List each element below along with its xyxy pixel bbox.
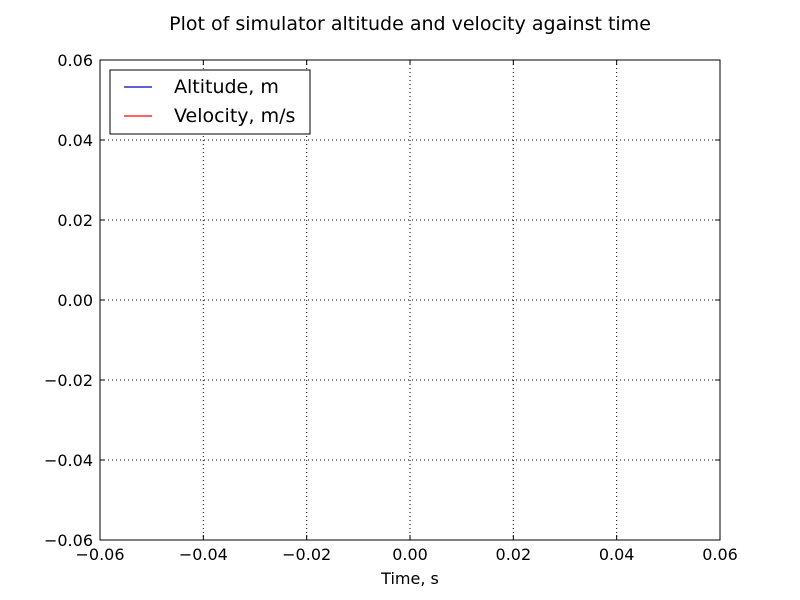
chart-title: Plot of simulator altitude and velocity … — [169, 13, 651, 35]
y-tick-label: 0.02 — [57, 211, 93, 230]
x-tick-label: −0.06 — [75, 545, 124, 564]
y-tick-label: −0.04 — [44, 451, 93, 470]
x-axis-label: Time, s — [380, 569, 439, 588]
y-tick-label: −0.02 — [44, 371, 93, 390]
grid-layer — [100, 60, 720, 540]
x-tick-label: 0.04 — [599, 545, 635, 564]
y-tick-label: −0.06 — [44, 531, 93, 550]
x-tick-label: −0.04 — [179, 545, 228, 564]
y-tick-label: 0.06 — [57, 51, 93, 70]
legend: Altitude, m Velocity, m/s — [109, 69, 311, 135]
tick-layer — [99, 59, 721, 541]
legend-label-altitude: Altitude, m — [174, 76, 279, 98]
legend-label-velocity: Velocity, m/s — [174, 105, 295, 127]
y-tick-label: 0.00 — [57, 291, 93, 310]
x-tick-label: 0.06 — [702, 545, 738, 564]
x-tick-label: 0.02 — [496, 545, 532, 564]
x-tick-label: 0.00 — [392, 545, 428, 564]
y-tick-labels: 0.06 0.04 0.02 0.00 −0.02 −0.04 −0.06 — [44, 51, 93, 550]
legend-box — [109, 69, 311, 135]
y-tick-label: 0.04 — [57, 131, 93, 150]
x-tick-label: −0.02 — [282, 545, 331, 564]
x-tick-labels: −0.06 −0.04 −0.02 0.00 0.02 0.04 0.06 — [75, 545, 737, 564]
